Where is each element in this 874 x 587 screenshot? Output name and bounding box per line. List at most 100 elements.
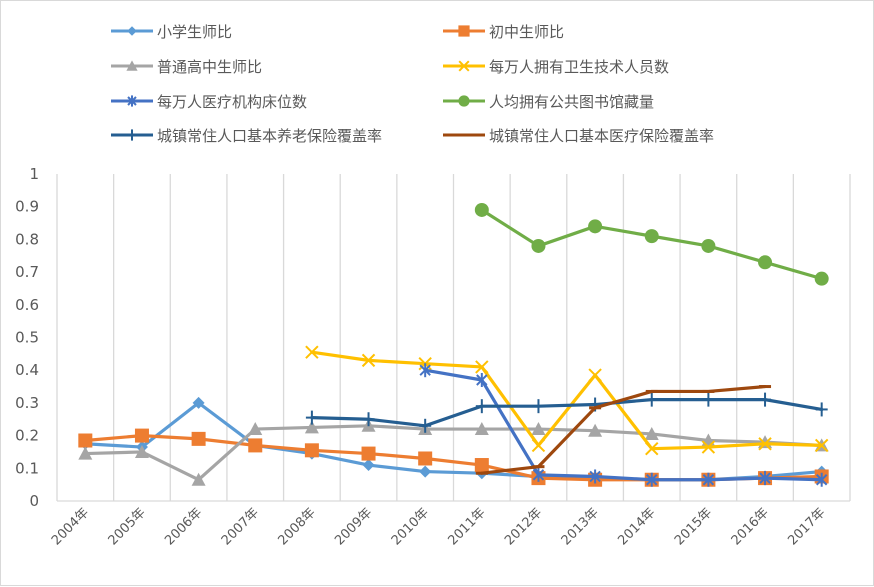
star-marker-icon (127, 95, 137, 107)
square-marker-icon (418, 451, 433, 466)
legend-item[interactable]: 每万人拥有卫生技术人员数 (443, 58, 669, 76)
circle-marker-icon (701, 238, 716, 253)
x-marker-icon (814, 438, 829, 453)
x-tick-label: 2011年 (445, 505, 488, 548)
x-marker-icon (758, 437, 772, 451)
triangle-marker-icon (134, 444, 149, 458)
star-marker-icon (815, 472, 828, 487)
circle-marker-icon (588, 219, 603, 234)
circle-marker-icon (644, 229, 659, 244)
x-tick-label: 2006年 (162, 505, 205, 548)
gridlines (56, 174, 851, 502)
legend-item[interactable]: 人均拥有公共图书馆藏量 (443, 93, 654, 111)
x-marker-icon (305, 345, 319, 359)
legend-label: 每万人医疗机构床位数 (157, 93, 307, 111)
plus-marker-icon (475, 399, 488, 414)
x-marker-icon (701, 440, 716, 454)
y-tick-label: 0 (29, 492, 39, 510)
plus-marker-icon (127, 129, 137, 141)
legend-item[interactable]: 初中生师比 (443, 23, 564, 41)
x-tick-label: 2009年 (332, 505, 375, 548)
star-marker-icon (759, 471, 771, 486)
square-marker-icon (78, 433, 93, 448)
legend-label: 小学生师比 (157, 23, 232, 41)
diamond-marker-icon (419, 465, 432, 478)
square-marker-icon (248, 438, 263, 453)
series-line (419, 363, 828, 487)
series-line (305, 392, 828, 433)
square-marker-icon (134, 428, 149, 443)
y-tick-label: 0.8 (15, 230, 39, 248)
x-tick-label: 2015年 (672, 505, 715, 548)
plus-marker-icon (305, 410, 318, 425)
x-marker-icon (645, 441, 659, 456)
plus-marker-icon (702, 392, 715, 407)
legend-label: 城镇常住人口基本医疗保险覆盖率 (489, 127, 714, 145)
x-tick-label: 2008年 (276, 505, 319, 548)
x-tick-label: 2014年 (615, 505, 658, 548)
circle-marker-icon (458, 95, 470, 107)
triangle-marker-icon (304, 420, 319, 434)
square-marker-icon (304, 443, 319, 458)
plus-marker-icon (759, 392, 772, 407)
star-marker-icon (589, 469, 601, 484)
plus-marker-icon (362, 412, 375, 427)
square-marker-icon (474, 458, 489, 473)
diamond-marker-icon (362, 459, 375, 472)
triangle-marker-icon (248, 422, 263, 436)
x-tick-label: 2016年 (729, 505, 772, 548)
y-tick-label: 0.3 (15, 394, 39, 412)
x-marker-icon (361, 353, 376, 368)
x-marker-icon (531, 438, 546, 453)
circle-marker-icon (758, 255, 773, 270)
star-marker-icon (419, 363, 431, 378)
x-marker-icon (458, 60, 470, 72)
triangle-marker-icon (588, 423, 603, 437)
y-tick-label: 0.5 (15, 329, 39, 347)
star-marker-icon (702, 472, 715, 487)
plus-marker-icon (815, 402, 828, 417)
circle-marker-icon (531, 238, 546, 253)
x-tick-label: 2012年 (502, 505, 545, 548)
legend-item[interactable]: 普通高中生师比 (111, 58, 262, 76)
triangle-marker-icon (78, 446, 93, 460)
y-tick-label: 1 (29, 165, 39, 183)
triangle-marker-icon (126, 60, 138, 71)
triangle-marker-icon (531, 422, 546, 436)
legend-label: 人均拥有公共图书馆藏量 (489, 93, 654, 111)
square-marker-icon (361, 446, 376, 461)
legend-item[interactable]: 每万人医疗机构床位数 (111, 93, 307, 111)
series-line (474, 202, 829, 286)
y-tick-label: 0.1 (15, 459, 39, 477)
circle-marker-icon (474, 202, 489, 217)
square-marker-icon (191, 431, 206, 446)
triangle-marker-icon (644, 426, 659, 440)
y-tick-label: 0.4 (15, 361, 39, 379)
legend-label: 初中生师比 (489, 23, 564, 41)
diamond-marker-icon (192, 396, 205, 409)
x-marker-icon (475, 360, 489, 374)
x-tick-label: 2004年 (49, 505, 92, 548)
series-line (78, 418, 829, 486)
y-tick-label: 0.6 (15, 296, 39, 314)
legend-label: 普通高中生师比 (157, 58, 262, 76)
plus-marker-icon (645, 392, 658, 407)
x-tick-label: 2017年 (785, 505, 828, 548)
legend-label: 城镇常住人口基本养老保险覆盖率 (157, 127, 382, 145)
star-marker-icon (476, 373, 488, 388)
legend-item[interactable]: 城镇常住人口基本医疗保险覆盖率 (443, 127, 714, 145)
y-tick-label: 0.7 (15, 263, 39, 281)
circle-marker-icon (814, 271, 829, 286)
triangle-marker-icon (474, 422, 489, 436)
legend-item[interactable]: 城镇常住人口基本养老保险覆盖率 (111, 127, 382, 145)
series-line (475, 384, 772, 475)
square-marker-icon (458, 25, 470, 37)
plus-marker-icon (419, 418, 432, 433)
y-tick-label: 0.9 (15, 198, 39, 216)
x-axis: 2004年 2005年 2006年 2007年 2008年 2009年 2010年 2011年… (49, 505, 829, 548)
legend-item[interactable]: 小学生师比 (111, 23, 232, 41)
y-axis: 0 0.1 0.2 0.3 0.4 0.5 0.6 0.7 0.8 0.9 1 (15, 165, 39, 510)
